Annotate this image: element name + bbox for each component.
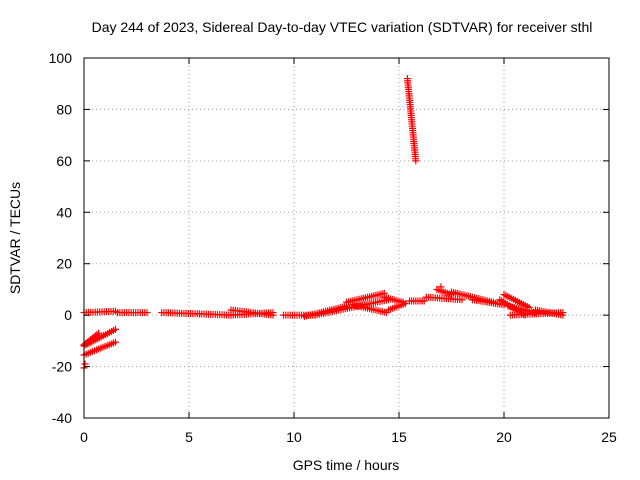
x-tick-label: 10 — [286, 429, 302, 445]
y-tick-label: 20 — [56, 256, 72, 272]
data-point — [269, 311, 277, 319]
x-axis-label: GPS time / hours — [293, 457, 400, 473]
axes: 0 5 10 15 20 25 -40 -20 0 20 40 60 80 100 — [49, 50, 617, 445]
data-point — [412, 157, 420, 165]
y-tick-label: 60 — [56, 153, 72, 169]
y-tick-label: 80 — [56, 101, 72, 117]
data-point — [401, 300, 409, 308]
y-tick-label: 40 — [56, 204, 72, 220]
plot-frame — [83, 57, 610, 419]
data-point — [437, 283, 445, 291]
x-tick-label: 15 — [391, 429, 407, 445]
data-point — [418, 297, 426, 305]
x-tick-label: 0 — [80, 429, 88, 445]
grid-lines — [84, 58, 609, 418]
y-tick-label: -40 — [52, 410, 72, 426]
y-tick-label: 0 — [64, 307, 72, 323]
data-point — [93, 330, 101, 338]
data-point — [143, 309, 151, 317]
x-tick-label: 5 — [185, 429, 193, 445]
x-tick-label: 25 — [601, 429, 617, 445]
y-axis-label: SDTVAR / TECUs — [7, 182, 23, 294]
y-tick-label: 100 — [49, 50, 73, 66]
y-tick-label: -20 — [52, 359, 72, 375]
data-point — [112, 325, 119, 333]
data-point — [112, 338, 119, 346]
x-tick-label: 20 — [496, 429, 512, 445]
chart-title: Day 244 of 2023, Sidereal Day-to-day VTE… — [92, 19, 593, 35]
data-point — [95, 329, 103, 337]
data-series-sdtvar — [80, 75, 567, 372]
data-point — [559, 311, 567, 319]
